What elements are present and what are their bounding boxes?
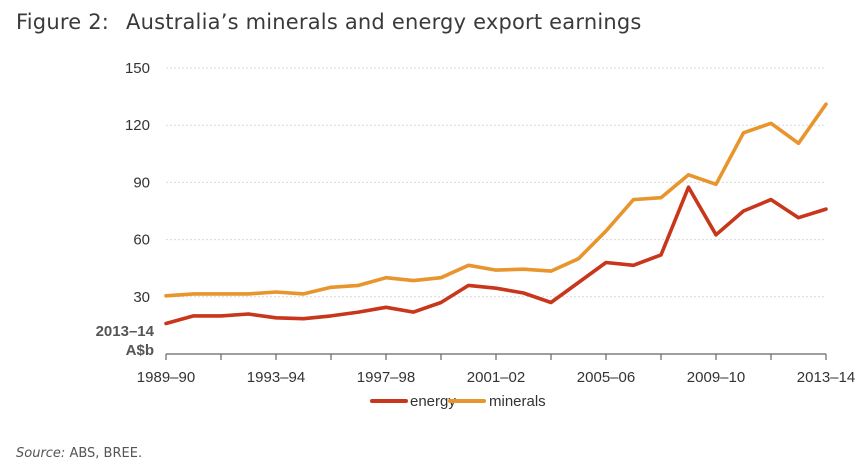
data-point-minerals: [495, 269, 497, 271]
x-tick-label: 2005–06: [577, 369, 635, 386]
data-point-energy: [743, 210, 744, 212]
data-point-energy: [193, 315, 194, 317]
data-point-energy: [303, 318, 304, 320]
data-point-energy: [330, 315, 332, 317]
data-point-minerals: [743, 132, 744, 134]
x-tick-label: 2001–02: [467, 369, 525, 386]
source-note: Source: ABS, BREE.: [16, 446, 142, 461]
data-point-minerals: [770, 122, 772, 124]
gridlines: [166, 67, 826, 298]
x-tick-label: 2013–14: [797, 369, 855, 386]
data-point-energy: [825, 208, 827, 210]
series-points-energy: [165, 186, 827, 324]
data-point-energy: [715, 234, 717, 236]
legend-label-minerals: minerals: [489, 393, 546, 410]
data-point-energy: [358, 311, 359, 313]
data-point-energy: [495, 287, 497, 289]
data-point-minerals: [715, 183, 717, 185]
data-point-minerals: [798, 142, 799, 144]
y-tick-label: 120: [125, 117, 150, 134]
y-axis-label-line2: A$b: [126, 342, 154, 359]
series-lines: [164, 102, 828, 326]
data-point-energy: [523, 292, 524, 294]
data-point-energy: [248, 313, 249, 315]
figure-caption: Australia’s minerals and energy export e…: [126, 10, 642, 34]
data-point-minerals: [248, 293, 249, 295]
data-point-minerals: [523, 268, 524, 270]
y-tick-label: 60: [133, 232, 150, 249]
x-tick-label: 2009–10: [687, 369, 745, 386]
data-point-energy: [578, 282, 579, 283]
x-tick-label: 1989–90: [137, 369, 195, 386]
x-axis: 1989–90 1993–94 1997–98 2001–02 2005–06 2009–…: [137, 353, 855, 386]
data-point-minerals: [358, 284, 359, 286]
data-point-minerals: [440, 277, 442, 279]
source-prefix: Source:: [16, 446, 66, 461]
data-point-energy: [633, 264, 634, 266]
data-point-energy: [413, 311, 414, 313]
data-point-minerals: [385, 277, 387, 279]
data-point-minerals: [605, 230, 607, 232]
data-point-energy: [688, 186, 689, 188]
data-point-energy: [660, 254, 662, 256]
data-point-minerals: [303, 293, 304, 295]
data-point-energy: [385, 306, 387, 308]
y-axis-label-line1: 2013–14: [96, 323, 155, 340]
y-axis-ticks: 30 60 90 120 150: [125, 60, 150, 306]
data-point-energy: [468, 284, 469, 286]
series-line-energy: [164, 185, 828, 326]
data-point-minerals: [413, 280, 414, 282]
data-point-minerals: [688, 174, 689, 176]
data-point-minerals: [220, 293, 222, 295]
data-point-energy: [165, 322, 167, 324]
data-point-energy: [770, 199, 772, 201]
x-tick-label: 1993–94: [247, 369, 305, 386]
data-point-minerals: [330, 286, 332, 288]
series-points-minerals: [165, 103, 827, 297]
data-point-minerals: [275, 291, 277, 293]
series-line-minerals: [164, 102, 828, 298]
data-point-minerals: [633, 199, 634, 201]
x-tick-label: 1997–98: [357, 369, 415, 386]
data-point-energy: [550, 302, 552, 304]
y-tick-label: 30: [133, 289, 150, 306]
data-point-energy: [440, 302, 442, 304]
data-point-energy: [220, 315, 222, 317]
data-point-minerals: [468, 264, 469, 266]
legend: energy minerals: [370, 393, 546, 410]
data-point-energy: [798, 217, 799, 219]
y-tick-label: 150: [125, 60, 150, 77]
data-point-minerals: [193, 293, 194, 295]
data-point-energy: [275, 317, 277, 319]
data-point-energy: [605, 261, 607, 263]
y-tick-label: 90: [133, 174, 150, 191]
data-point-minerals: [578, 258, 579, 260]
data-point-minerals: [660, 197, 662, 199]
data-point-minerals: [550, 270, 552, 272]
data-point-minerals: [825, 103, 827, 105]
source-text: ABS, BREE.: [65, 446, 143, 461]
figure-number: Figure 2:: [16, 10, 110, 34]
figure-title: Figure 2: Australia’s minerals and energy…: [16, 10, 642, 34]
legend-label-energy: energy: [410, 393, 456, 410]
data-point-minerals: [165, 295, 167, 297]
